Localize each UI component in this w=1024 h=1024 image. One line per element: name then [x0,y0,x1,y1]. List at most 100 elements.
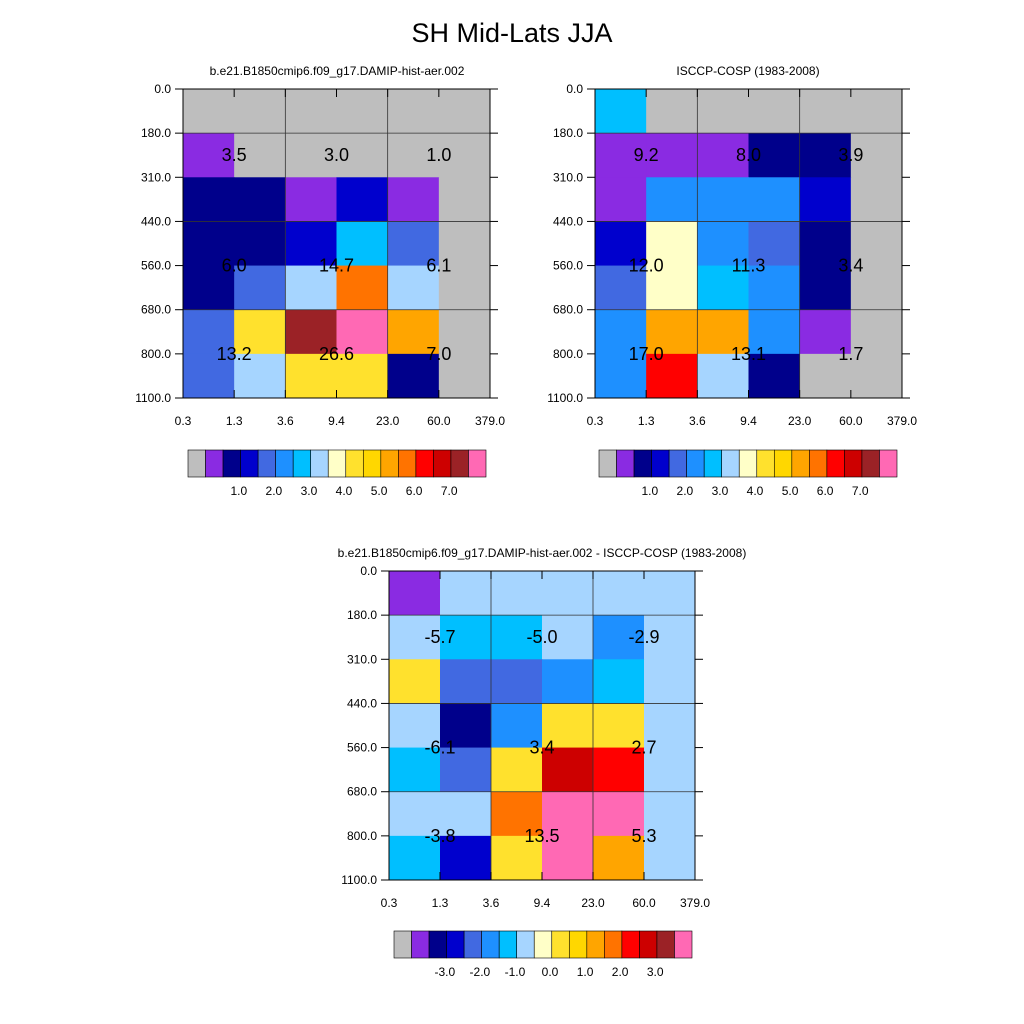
block-value-label: 14.7 [319,256,354,276]
heatmap-cell [389,791,441,837]
heatmap-cell [593,659,645,704]
colorbar-swatch [756,449,775,478]
colorbar-swatch [516,930,535,959]
x-tick-label: 23.0 [788,414,812,428]
y-tick-label: 180.0 [347,608,377,622]
heatmap-cell [491,747,543,793]
block-value-label: 3.5 [222,145,247,165]
colorbar-label: 3.0 [301,484,318,498]
x-tick-label: 3.6 [483,896,500,910]
heatmap-cell [644,615,696,660]
heatmap-cell [491,571,543,616]
heatmap-cell [697,89,749,134]
heatmap-cell [646,221,698,267]
block-value-label: 7.0 [426,344,451,364]
x-tick-label: 1.3 [638,414,655,428]
heatmap-cell [748,309,801,355]
block-value-label: 3.9 [838,145,863,165]
colorbar-label: 6.0 [406,484,423,498]
heatmap-cell [336,309,389,355]
colorbar-label: 5.0 [371,484,388,498]
heatmap-cell [183,177,235,222]
y-tick-label: 560.0 [141,259,171,273]
colorbar-swatch [222,449,241,478]
heatmap-panel-1: b.e21.B1850cmip6.f09_g17.DAMIP-hist-aer.… [135,64,505,498]
colorbar-swatch [345,449,364,478]
heatmap-cell [234,221,286,267]
block-value-label: 2.7 [631,738,656,758]
y-tick-label: 310.0 [347,652,377,666]
panel-title: b.e21.B1850cmip6.f09_g17.DAMIP-hist-aer.… [210,64,465,78]
colorbar-swatch [415,449,434,478]
y-tick-label: 1100.0 [547,391,583,405]
heatmap-cell [748,221,801,267]
heatmap-cell [748,177,801,222]
y-tick-label: 1100.0 [341,873,377,887]
colorbar-swatch [187,449,206,478]
heatmap-cell [646,89,698,134]
y-tick-label: 440.0 [141,214,171,228]
y-tick-label: 440.0 [347,696,377,710]
y-tick-label: 680.0 [141,303,171,317]
heatmap-cell [285,265,337,311]
colorbar-swatch [703,449,723,478]
colorbar-swatch [809,449,828,478]
heatmap-cell [183,265,235,311]
colorbar-swatch [826,449,845,478]
heatmap-cell [697,133,749,178]
colorbar-swatch [656,930,675,959]
colorbar-swatch [621,930,640,959]
figure-title: SH Mid-Lats JJA [411,18,613,48]
y-tick-label: 800.0 [553,347,583,361]
y-tick-label: 180.0 [141,126,171,140]
heatmap-cell [542,791,594,837]
heatmap-cell [542,703,594,749]
x-tick-label: 379.0 [887,414,917,428]
block-value-label: 9.2 [634,145,659,165]
heatmap-cell [697,353,749,399]
heatmap-cell [440,835,492,881]
x-tick-label: 1.3 [226,414,243,428]
colorbar-swatch [651,449,670,478]
heatmap-cell [593,835,645,881]
heatmap-cell [644,571,696,616]
panel-title: b.e21.B1850cmip6.f09_g17.DAMIP-hist-aer.… [338,546,747,560]
block-value-label: 3.0 [324,145,349,165]
heatmap-cell [646,265,698,311]
heatmap-cell [595,89,647,134]
heatmap-cell [799,221,852,267]
colorbar-swatch [533,930,553,959]
heatmap-cell [646,353,698,399]
heatmap-cell [595,133,647,178]
heatmap-cell [387,353,440,399]
heatmap-cell [234,265,286,311]
x-tick-label: 379.0 [475,414,505,428]
heatmap-cell [336,89,389,134]
heatmap-cell [285,177,337,222]
heatmap-cell [644,703,696,749]
colorbar-label: 4.0 [747,484,764,498]
heatmap-cell [799,89,852,134]
heatmap-cell [799,177,852,222]
colorbar-label: -3.0 [434,965,455,979]
heatmap-cell [491,659,543,704]
heatmap-cell [799,309,852,355]
colorbar-swatch [257,449,276,478]
y-tick-label: 800.0 [347,829,377,843]
x-tick-label: 23.0 [581,896,605,910]
y-tick-label: 310.0 [141,170,171,184]
colorbar-label: 4.0 [336,484,353,498]
panel-title: ISCCP-COSP (1983-2008) [676,64,819,78]
heatmap-cell [644,835,696,881]
heatmap-cell [697,309,749,355]
x-tick-label: 60.0 [427,414,451,428]
x-tick-label: 9.4 [328,414,345,428]
heatmap-cell [697,265,749,311]
heatmap-cell [183,353,235,399]
block-value-label: 1.0 [426,145,451,165]
heatmap-cell [389,747,441,793]
colorbar-swatch [721,449,740,478]
colorbar-swatch [481,930,500,959]
heatmap-cell [285,133,337,178]
heatmap-cell [440,615,492,660]
